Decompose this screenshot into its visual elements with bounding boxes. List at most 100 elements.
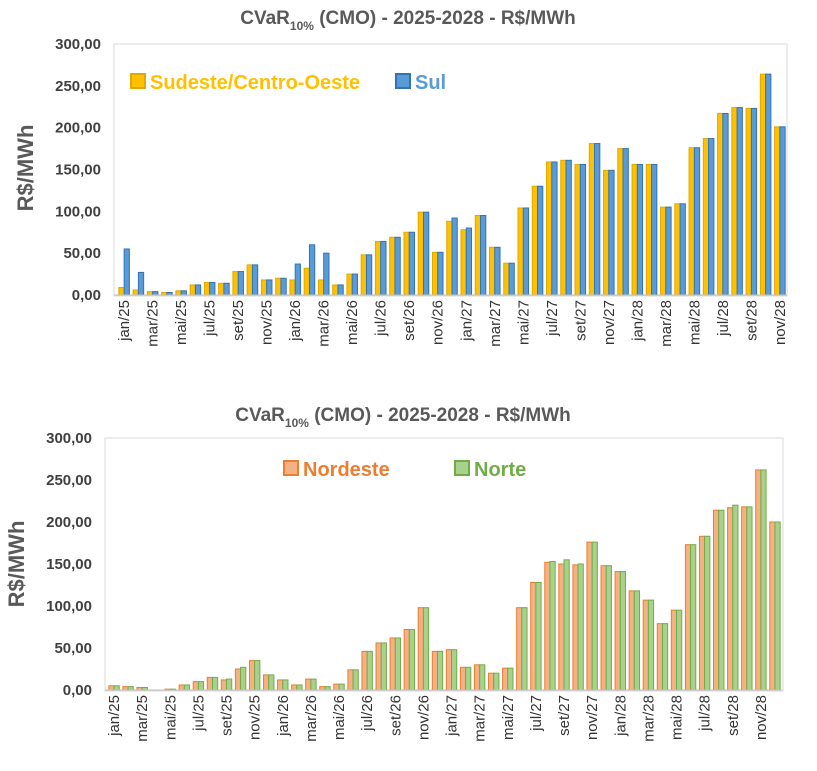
bar-sul [394,236,401,296]
chart-bottom-legend: Nordeste Norte [283,459,526,481]
bar-sul [337,284,344,296]
x-tick-label: nov/26 [430,300,447,345]
bar-nordeste [684,544,692,691]
y-tick-label: 100,00 [55,203,101,220]
bar-norte [591,541,598,691]
bar-sul [237,271,244,296]
bar-norte [436,650,444,691]
x-tick-label: mar/27 [487,300,504,347]
bar-sul [422,211,430,296]
bar-sul [437,251,444,296]
bar-nordeste [375,642,382,691]
bar-nordeste [642,599,649,691]
bar-nordeste [333,683,340,691]
y-tick-label: 200,00 [46,514,92,531]
x-tick-label: mar/26 [316,300,333,347]
bar-nordeste [628,590,635,691]
bar-sul [465,227,473,296]
chart-bottom-plot-area [104,437,784,692]
bar-nordeste [220,679,228,691]
bar-norte [774,521,781,691]
x-tick-label: set/28 [743,300,760,341]
x-tick-label: mar/28 [658,300,675,347]
chart-top-x-ticks: jan/25 mar/25 mai/25 jul/25 set/25 nov/25 jan/… [116,300,789,347]
bar-sudeste [132,289,139,296]
bar-sudeste [617,148,624,296]
bar-nordeste [572,564,579,691]
bar-sudeste [360,254,367,296]
bar-sudeste [417,211,424,296]
bar-norte [380,642,387,691]
x-tick-label: set/27 [556,695,573,736]
bar-nordeste [417,607,424,691]
bar-sul [323,252,330,296]
bar-sul [380,240,387,296]
bar-nordeste [614,571,621,691]
x-tick-label: jul/28 [697,695,714,732]
bar-sudeste [474,215,482,296]
bar-sul [451,217,458,296]
bar-nordeste [206,676,213,691]
chart-top-y-ticks: 0,00 50,00 100,00 150,00 200,00 250,00 300,00 [55,36,101,304]
bar-nordeste [473,664,481,691]
bar-sul [551,161,558,296]
x-tick-label: jan/25 [106,695,123,737]
bar-norte [240,666,247,691]
bar-sudeste [460,229,467,296]
bar-sul [750,107,758,296]
y-tick-label: 50,00 [54,640,92,657]
bar-norte [113,685,120,691]
bar-norte [422,607,430,691]
y-tick-label: 150,00 [46,556,92,573]
bar-sul [537,185,544,296]
bar-norte [408,629,416,691]
bar-nordeste [319,686,326,691]
x-tick-label: jul/26 [373,300,390,337]
bar-sul [622,148,629,296]
bar-sul [194,284,202,296]
chart-top-title: CVaR10% (CMO) - 2025-2028 - R$/MWh [240,8,576,33]
chart-bottom-x-ticks: jan/25 mar/25 mai/25 jul/25 set/25 nov/25 jan/… [106,695,770,742]
bar-norte [704,535,711,691]
bar-sudeste [488,246,496,296]
bar-sudeste [374,240,382,296]
bar-norte [746,506,753,691]
bar-nordeste [459,666,467,691]
bar-norte [282,679,289,691]
bar-sudeste [260,279,268,296]
bar-nordeste [291,684,298,691]
chart-top: CVaR10% (CMO) - 2025-2028 - R$/MWh R$/MW… [13,8,789,347]
legend-swatch-nordeste [283,460,299,476]
bar-sudeste [332,284,339,296]
bar-norte [690,544,697,691]
x-tick-label: nov/27 [584,695,601,740]
bar-norte [676,609,683,691]
bar-nordeste [530,581,537,691]
x-tick-label: jan/28 [612,695,629,737]
x-tick-label: mai/25 [173,300,190,345]
x-tick-label: set/26 [387,695,404,736]
bar-sul [408,231,416,296]
y-tick-label: 300,00 [55,36,101,53]
bar-norte [479,664,486,691]
bar-sudeste [546,161,553,296]
y-tick-label: 100,00 [46,598,92,615]
bar-norte [366,650,373,691]
bar-norte [268,674,275,691]
bar-norte [254,660,261,691]
x-tick-label: mar/28 [640,695,657,742]
bar-sudeste [146,291,154,296]
bar-sudeste [203,281,211,296]
x-tick-label: mai/27 [500,695,517,740]
bar-nordeste [263,674,270,691]
x-tick-label: jan/28 [629,300,646,342]
bar-norte [226,678,233,691]
bar-nordeste [305,678,312,691]
bar-nordeste [670,609,678,691]
bar-nordeste [544,561,551,691]
bar-sul [480,215,487,296]
bar-sudeste [303,267,310,296]
x-tick-label: jan/25 [116,300,133,342]
bar-nordeste [516,607,523,691]
bar-nordeste [727,507,734,691]
